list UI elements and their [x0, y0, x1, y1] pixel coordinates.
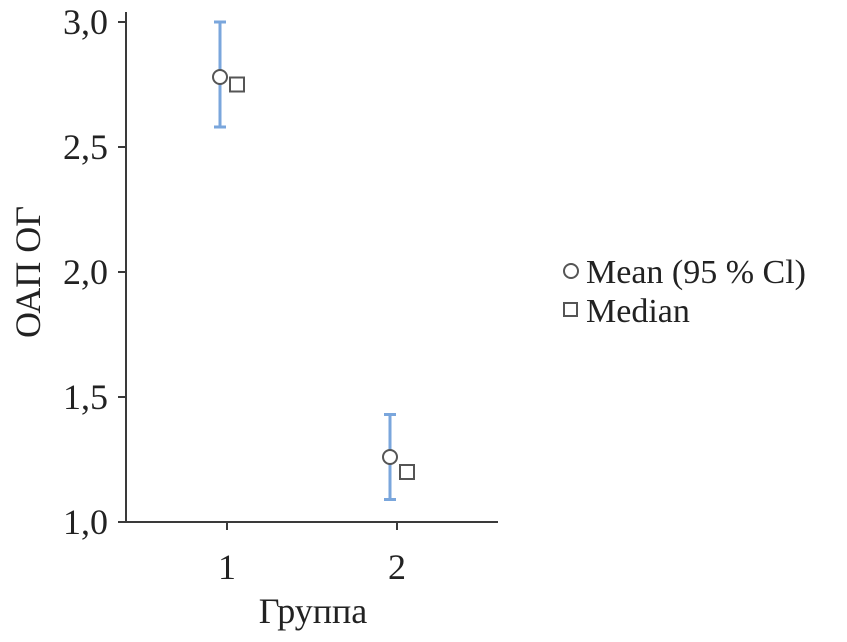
legend-square-marker — [563, 302, 578, 317]
axis-lines — [125, 12, 498, 523]
mean-point — [212, 69, 228, 85]
y-ticks: 1,0 1,5 2,0 2,5 3,0 — [63, 2, 126, 542]
legend-label-median: Median — [586, 293, 690, 330]
median-point — [229, 76, 245, 93]
x-axis-title: Группа — [259, 591, 368, 631]
error-bars — [214, 20, 396, 501]
y-tick-label: 1,0 — [63, 502, 108, 542]
mean-point — [382, 449, 398, 465]
x-tick-label: 1 — [218, 547, 236, 587]
legend: Mean (95 % Cl) Median — [563, 254, 806, 330]
y-tick-label: 3,0 — [63, 2, 108, 42]
y-tick-label: 1,5 — [63, 377, 108, 417]
y-axis-title: ОАП ОГ — [8, 206, 48, 338]
median-point — [399, 464, 415, 480]
y-tick-label: 2,5 — [63, 127, 108, 167]
axes — [125, 12, 498, 523]
y-tick-label: 2,0 — [63, 252, 108, 292]
legend-label-mean: Mean (95 % Cl) — [586, 254, 806, 291]
legend-circle-marker — [563, 263, 579, 279]
markers — [212, 69, 415, 480]
x-tick-label: 2 — [388, 547, 406, 587]
